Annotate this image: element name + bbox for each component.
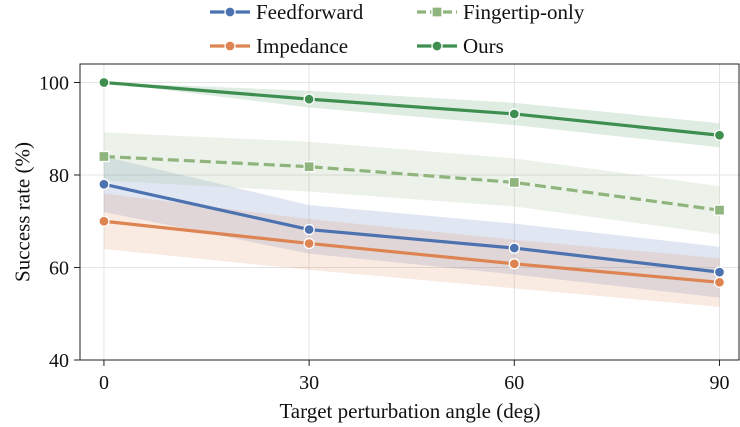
point-ours	[303, 93, 315, 105]
legend-label-fingertip-only: Fingertip-only	[463, 0, 585, 24]
point-ours	[508, 108, 520, 120]
band-feedforward	[103, 156, 720, 298]
y-tick-label: 60	[49, 258, 69, 280]
line-fingertip-only	[103, 154, 720, 212]
x-tick-label: 30	[299, 372, 319, 394]
y-axis-label: Success rate (%)	[10, 142, 34, 282]
legend-marker-fingertip-only	[431, 6, 443, 18]
legend-label-ours: Ours	[463, 34, 504, 58]
series-lines	[103, 80, 720, 284]
point-feedforward	[508, 242, 520, 254]
band-impedance	[103, 193, 720, 307]
point-fingertip-only	[713, 204, 726, 216]
line-feedforward	[103, 182, 720, 274]
point-impedance	[713, 276, 726, 288]
axis-ticks: 0 30 60 90 40 60 80 100	[39, 73, 729, 395]
y-tick-label: 80	[49, 165, 69, 187]
x-tick-label: 60	[504, 372, 524, 394]
point-ours	[98, 76, 110, 89]
point-fingertip-only	[508, 176, 520, 189]
y-tick-label: 100	[39, 73, 69, 95]
legend-marker-ours	[431, 40, 443, 52]
x-axis-label: Target perturbation angle (deg)	[279, 399, 540, 423]
line-ours	[103, 80, 720, 137]
point-feedforward	[713, 266, 726, 278]
series-markers	[98, 76, 726, 288]
band-fingertip-only	[103, 132, 720, 235]
point-impedance	[508, 258, 520, 270]
y-tick-label: 40	[49, 350, 69, 372]
line-impedance	[103, 219, 720, 284]
x-tick-label: 90	[709, 372, 729, 394]
point-feedforward	[303, 223, 315, 236]
legend-marker-feedforward	[224, 6, 236, 18]
confidence-bands	[103, 82, 720, 307]
legend-label-impedance: Impedance	[256, 34, 348, 58]
legend-label-feedforward: Feedforward	[256, 0, 364, 24]
legend: Feedforward Impedance Fingertip-only Ours	[210, 0, 585, 58]
band-ours	[103, 82, 720, 148]
point-fingertip-only	[98, 150, 110, 163]
point-fingertip-only	[303, 161, 315, 173]
point-impedance	[98, 215, 110, 227]
x-tick-label: 0	[99, 372, 109, 394]
plot-frame	[79, 63, 740, 361]
point-impedance	[303, 237, 315, 250]
point-ours	[713, 129, 726, 141]
point-feedforward	[98, 178, 110, 190]
legend-marker-impedance	[224, 40, 236, 52]
